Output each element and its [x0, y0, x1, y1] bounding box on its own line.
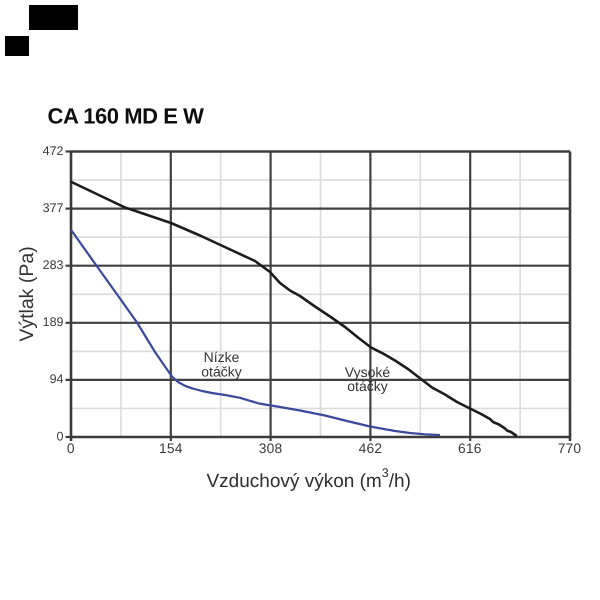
svg-text:CA 160 MD E W: CA 160 MD E W [48, 104, 205, 129]
svg-text:308: 308 [259, 441, 283, 456]
svg-text:0: 0 [67, 441, 75, 456]
svg-text:283: 283 [43, 258, 64, 272]
svg-text:472: 472 [43, 144, 64, 158]
svg-text:0: 0 [57, 429, 64, 443]
svg-text:Vzduchový výkon (m3/h): Vzduchový výkon (m3/h) [206, 466, 410, 492]
svg-text:94: 94 [50, 372, 64, 386]
svg-text:377: 377 [43, 201, 64, 215]
svg-text:otáčky: otáčky [347, 378, 387, 394]
svg-text:189: 189 [43, 315, 64, 329]
svg-text:Vysoké: Vysoké [345, 364, 391, 380]
svg-text:Výtlak (Pa): Výtlak (Pa) [16, 246, 38, 341]
svg-text:770: 770 [558, 441, 582, 456]
svg-text:616: 616 [458, 441, 482, 456]
svg-text:462: 462 [359, 441, 383, 456]
svg-text:Nízke: Nízke [204, 349, 240, 365]
svg-text:154: 154 [159, 441, 183, 456]
svg-text:otáčky: otáčky [201, 364, 241, 380]
